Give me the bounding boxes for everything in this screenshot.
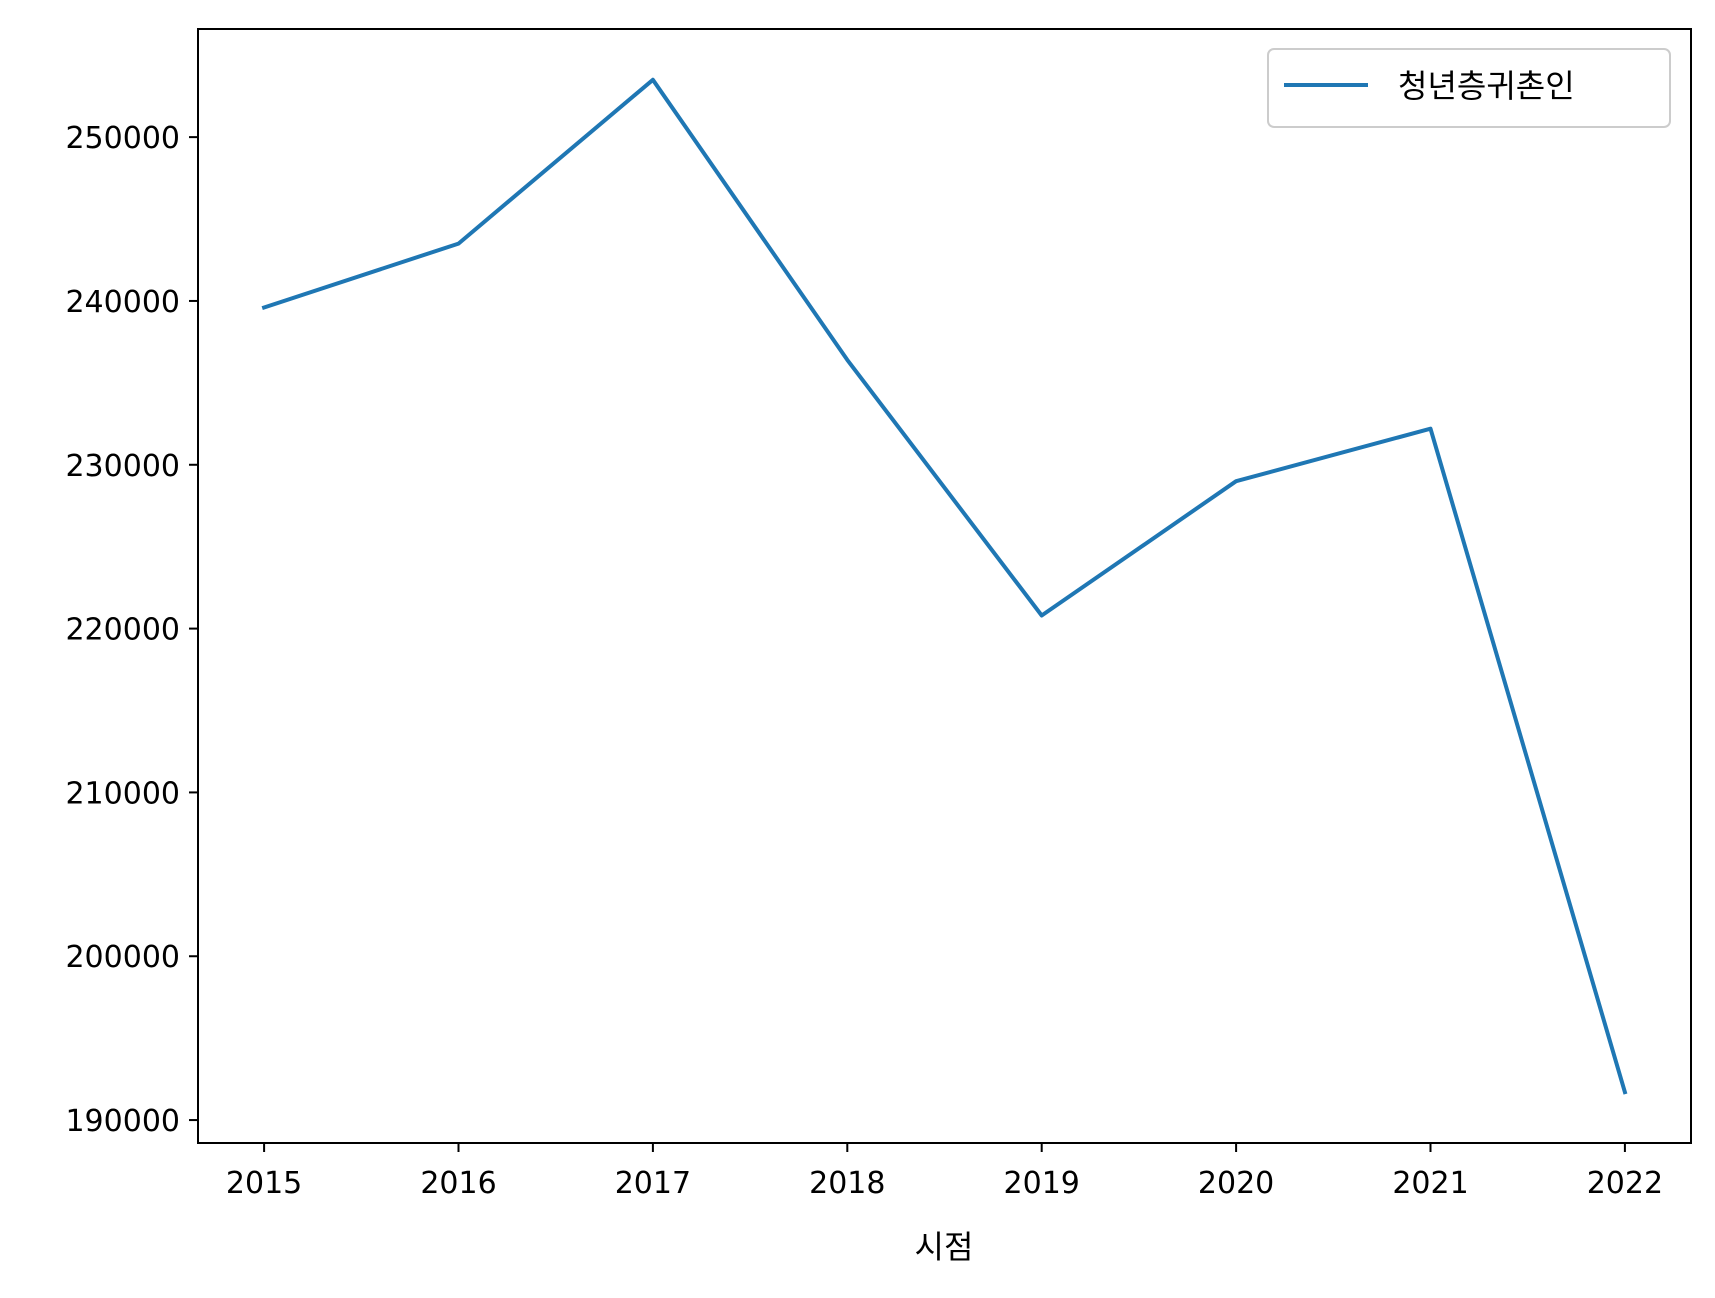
y-tick-label: 190000 bbox=[65, 1104, 180, 1139]
legend: 청년층귀촌인 bbox=[1267, 48, 1671, 128]
x-tick-label: 2019 bbox=[1004, 1166, 1080, 1201]
y-tick-label: 230000 bbox=[65, 449, 180, 484]
x-tick-label: 2016 bbox=[420, 1166, 496, 1201]
x-tick-label: 2018 bbox=[809, 1166, 885, 1201]
series-line-0 bbox=[261, 77, 1628, 1095]
y-axis: 190000 200000 210000 220000 230000 240000 2500… bbox=[65, 121, 198, 1139]
y-tick-label: 220000 bbox=[65, 613, 180, 648]
x-tick-label: 2021 bbox=[1392, 1166, 1468, 1201]
y-tick-label: 200000 bbox=[65, 940, 180, 975]
y-tick-label: 250000 bbox=[65, 121, 180, 156]
y-tick-label: 210000 bbox=[65, 776, 180, 811]
x-tick-label: 2015 bbox=[226, 1166, 302, 1201]
x-tick-label: 2017 bbox=[615, 1166, 691, 1201]
plot-area-frame bbox=[197, 28, 1692, 1144]
x-axis: 2015 2016 2017 2018 2019 2020 2021 2022 bbox=[226, 1143, 1663, 1201]
x-axis-label: 시점 bbox=[915, 1228, 974, 1266]
y-tick-label: 240000 bbox=[65, 285, 180, 320]
legend-frame bbox=[1267, 48, 1671, 128]
legend-label: 청년층귀촌인 bbox=[1398, 67, 1575, 105]
x-tick-label: 2022 bbox=[1587, 1166, 1663, 1201]
x-tick-label: 2020 bbox=[1198, 1166, 1274, 1201]
series-layer bbox=[261, 77, 1628, 1095]
